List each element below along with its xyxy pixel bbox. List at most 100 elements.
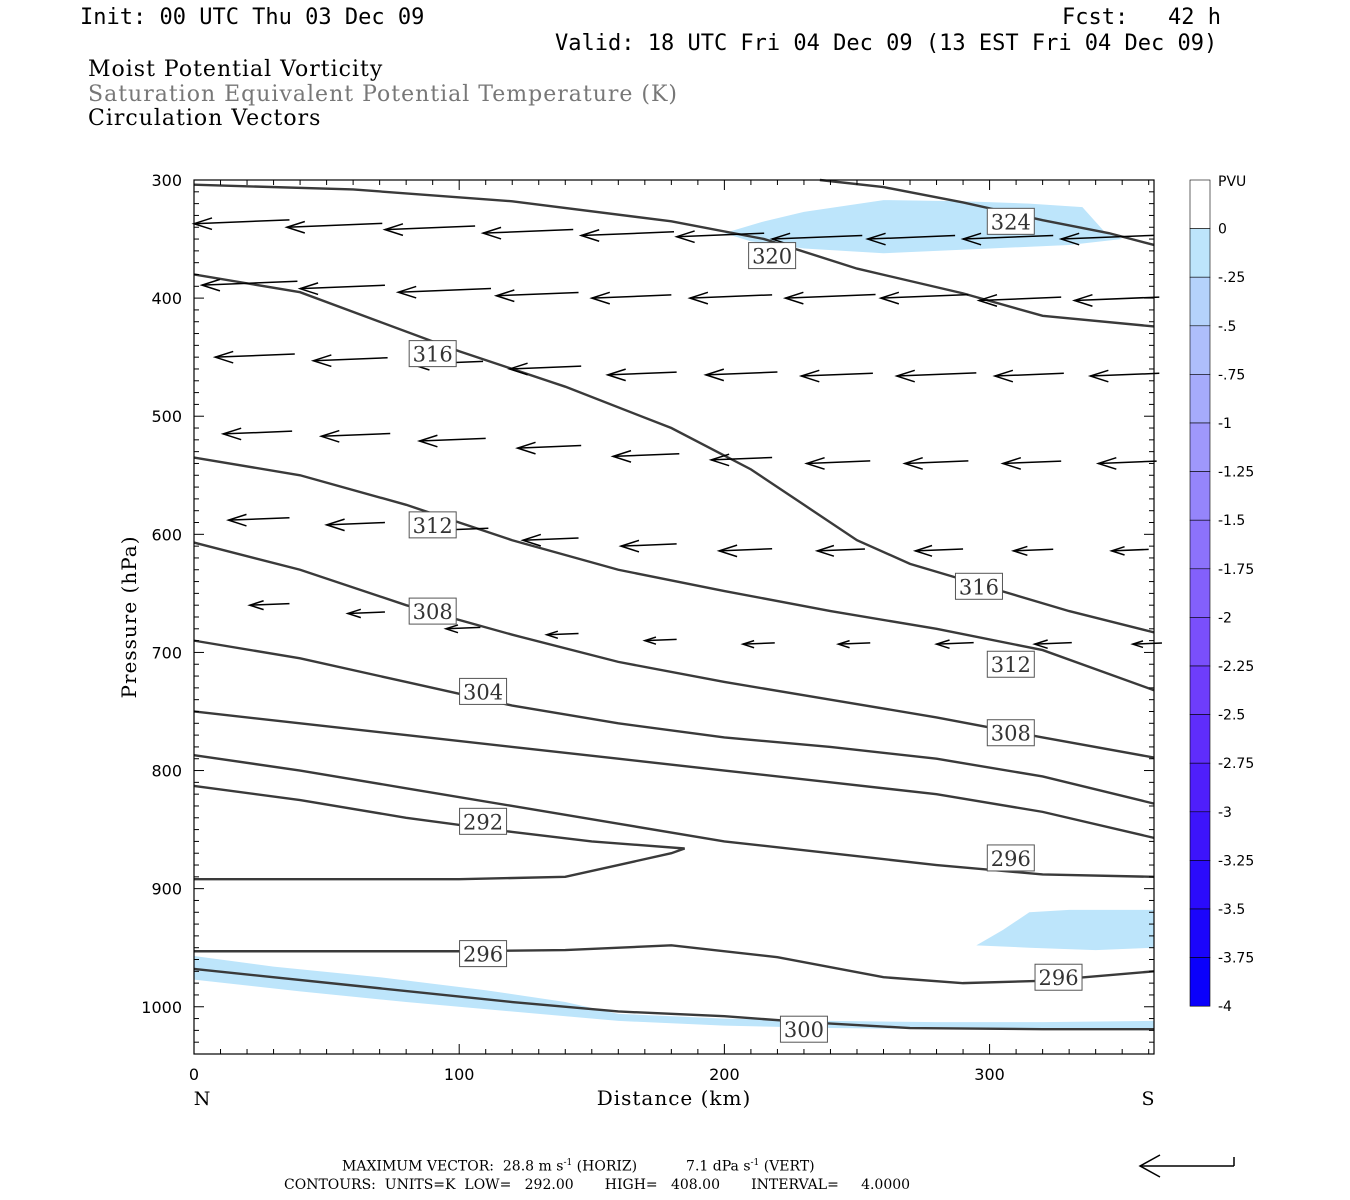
contour-label-box	[459, 807, 508, 835]
contour-label-box	[986, 650, 1035, 678]
circulation-vector	[226, 513, 290, 527]
vector-shaft	[963, 234, 1054, 240]
title-mpv: Moist Potential Vorticity	[88, 57, 384, 82]
circulation-vector	[318, 429, 391, 443]
circulation-vector	[416, 434, 486, 448]
circulation-vector	[618, 539, 677, 553]
colorbar-label: -2.25	[1218, 659, 1254, 675]
circulation-vector	[1087, 369, 1160, 383]
contour-label-308: 308	[991, 722, 1031, 746]
contour-info-text: CONTOURS: UNITS=K LOW= 292.00 HIGH= 408.…	[284, 1177, 911, 1193]
vector-head	[520, 533, 542, 547]
axis-ticks: 300 400 500 600 700 800 900 1000 0 100 200 300	[141, 171, 1154, 1084]
vector-shaft	[817, 548, 865, 552]
vector-shaft	[676, 232, 765, 238]
contour-label-312: 312	[991, 653, 1031, 677]
vector-head	[247, 600, 264, 611]
vector-shaft	[1002, 460, 1062, 465]
vector-shaft	[867, 234, 956, 240]
colorbar-label: -1.75	[1218, 562, 1254, 578]
vector-head	[589, 291, 611, 305]
circulation-vector	[1109, 545, 1149, 556]
vector-head	[976, 293, 998, 307]
vector-head	[578, 229, 600, 242]
colorbar-label: -.5	[1218, 319, 1236, 335]
vector-shaft	[1061, 234, 1155, 240]
vector-head	[212, 350, 234, 364]
max-vector-text: MAXIMUM VECTOR: 28.8 m s-1 (HORIZ) 7.1 d…	[342, 1158, 815, 1175]
colorbar-swatch	[1189, 325, 1211, 375]
vector-shaft	[711, 456, 773, 461]
x-axis-label: Distance (km)	[597, 1086, 752, 1110]
contour-label-312: 312	[413, 514, 453, 538]
circulation-vector	[480, 226, 574, 240]
vector-shaft	[1098, 460, 1157, 465]
vector-head	[1071, 293, 1093, 307]
circulation-vector	[578, 229, 675, 242]
y-tick-label: 600	[151, 525, 182, 544]
colorbar-swatch	[1189, 422, 1211, 472]
circulation-vector	[520, 533, 579, 547]
vector-shaft	[1034, 641, 1072, 645]
circulation-vector	[544, 630, 579, 639]
colorbar-swatch	[1189, 228, 1211, 278]
colorbar-swatch	[1189, 957, 1211, 1007]
vector-shaft	[772, 234, 863, 240]
vector-shaft	[994, 372, 1064, 377]
vector-head	[902, 456, 923, 470]
vector-shaft	[445, 626, 481, 630]
colorbar-label: -3.5	[1218, 902, 1245, 918]
circulation-vector	[1058, 232, 1155, 246]
vector-head	[878, 291, 900, 305]
vector-shaft	[509, 365, 582, 370]
contour-label-box	[408, 340, 457, 368]
y-axis-label: Pressure (hPa)	[117, 536, 141, 699]
circulation-vector	[284, 220, 383, 234]
contour-label-box	[748, 242, 797, 270]
vector-shaft	[522, 537, 579, 541]
y-tick-label: 800	[151, 762, 182, 781]
vector-head	[1087, 369, 1109, 383]
contour-label-box	[986, 719, 1035, 747]
vector-head	[416, 434, 438, 448]
circulation-vector	[493, 289, 579, 303]
circulation-vector	[1095, 456, 1157, 470]
colorbar-label: -4	[1218, 999, 1232, 1015]
circulation-vector	[247, 600, 290, 611]
colorbar-label: -.75	[1218, 367, 1245, 383]
vector-shaft	[607, 371, 677, 376]
vector-head	[544, 630, 559, 639]
y-tick-label: 400	[151, 289, 182, 308]
vector-head	[1010, 545, 1028, 557]
vector-shaft	[644, 638, 677, 642]
vector-shaft	[193, 219, 290, 225]
vector-head	[687, 291, 709, 305]
circulation-vector	[894, 369, 977, 383]
vector-shaft	[904, 460, 969, 465]
circulation-vector	[976, 293, 1062, 307]
contour-300-9	[193, 710, 1155, 840]
vector-head	[703, 368, 725, 382]
vector-shaft	[384, 225, 476, 231]
valid-time: Valid: 18 UTC Fri 04 Dec 09 (13 EST Fri …	[555, 31, 1218, 56]
circulation-vector	[878, 291, 969, 305]
circulation-vector	[740, 639, 775, 649]
vector-shaft	[249, 602, 290, 606]
vector-shaft	[347, 611, 385, 615]
circulation-vector	[934, 639, 974, 650]
contour-304-8	[193, 639, 1155, 805]
vector-head	[1095, 456, 1117, 470]
vector-head	[798, 369, 820, 383]
contour-label-box	[459, 940, 508, 968]
x-tick-label: 300	[974, 1065, 1005, 1084]
contour-label-box	[459, 677, 508, 705]
vector-head	[814, 544, 835, 557]
vector-head	[835, 639, 850, 649]
vector-shaft	[719, 547, 773, 552]
circulation-vector	[297, 282, 385, 296]
colorbar-label: -1.25	[1218, 465, 1254, 481]
vector-shaft	[321, 432, 391, 438]
vector-shaft	[915, 548, 964, 552]
contour-label-304: 304	[463, 680, 503, 704]
